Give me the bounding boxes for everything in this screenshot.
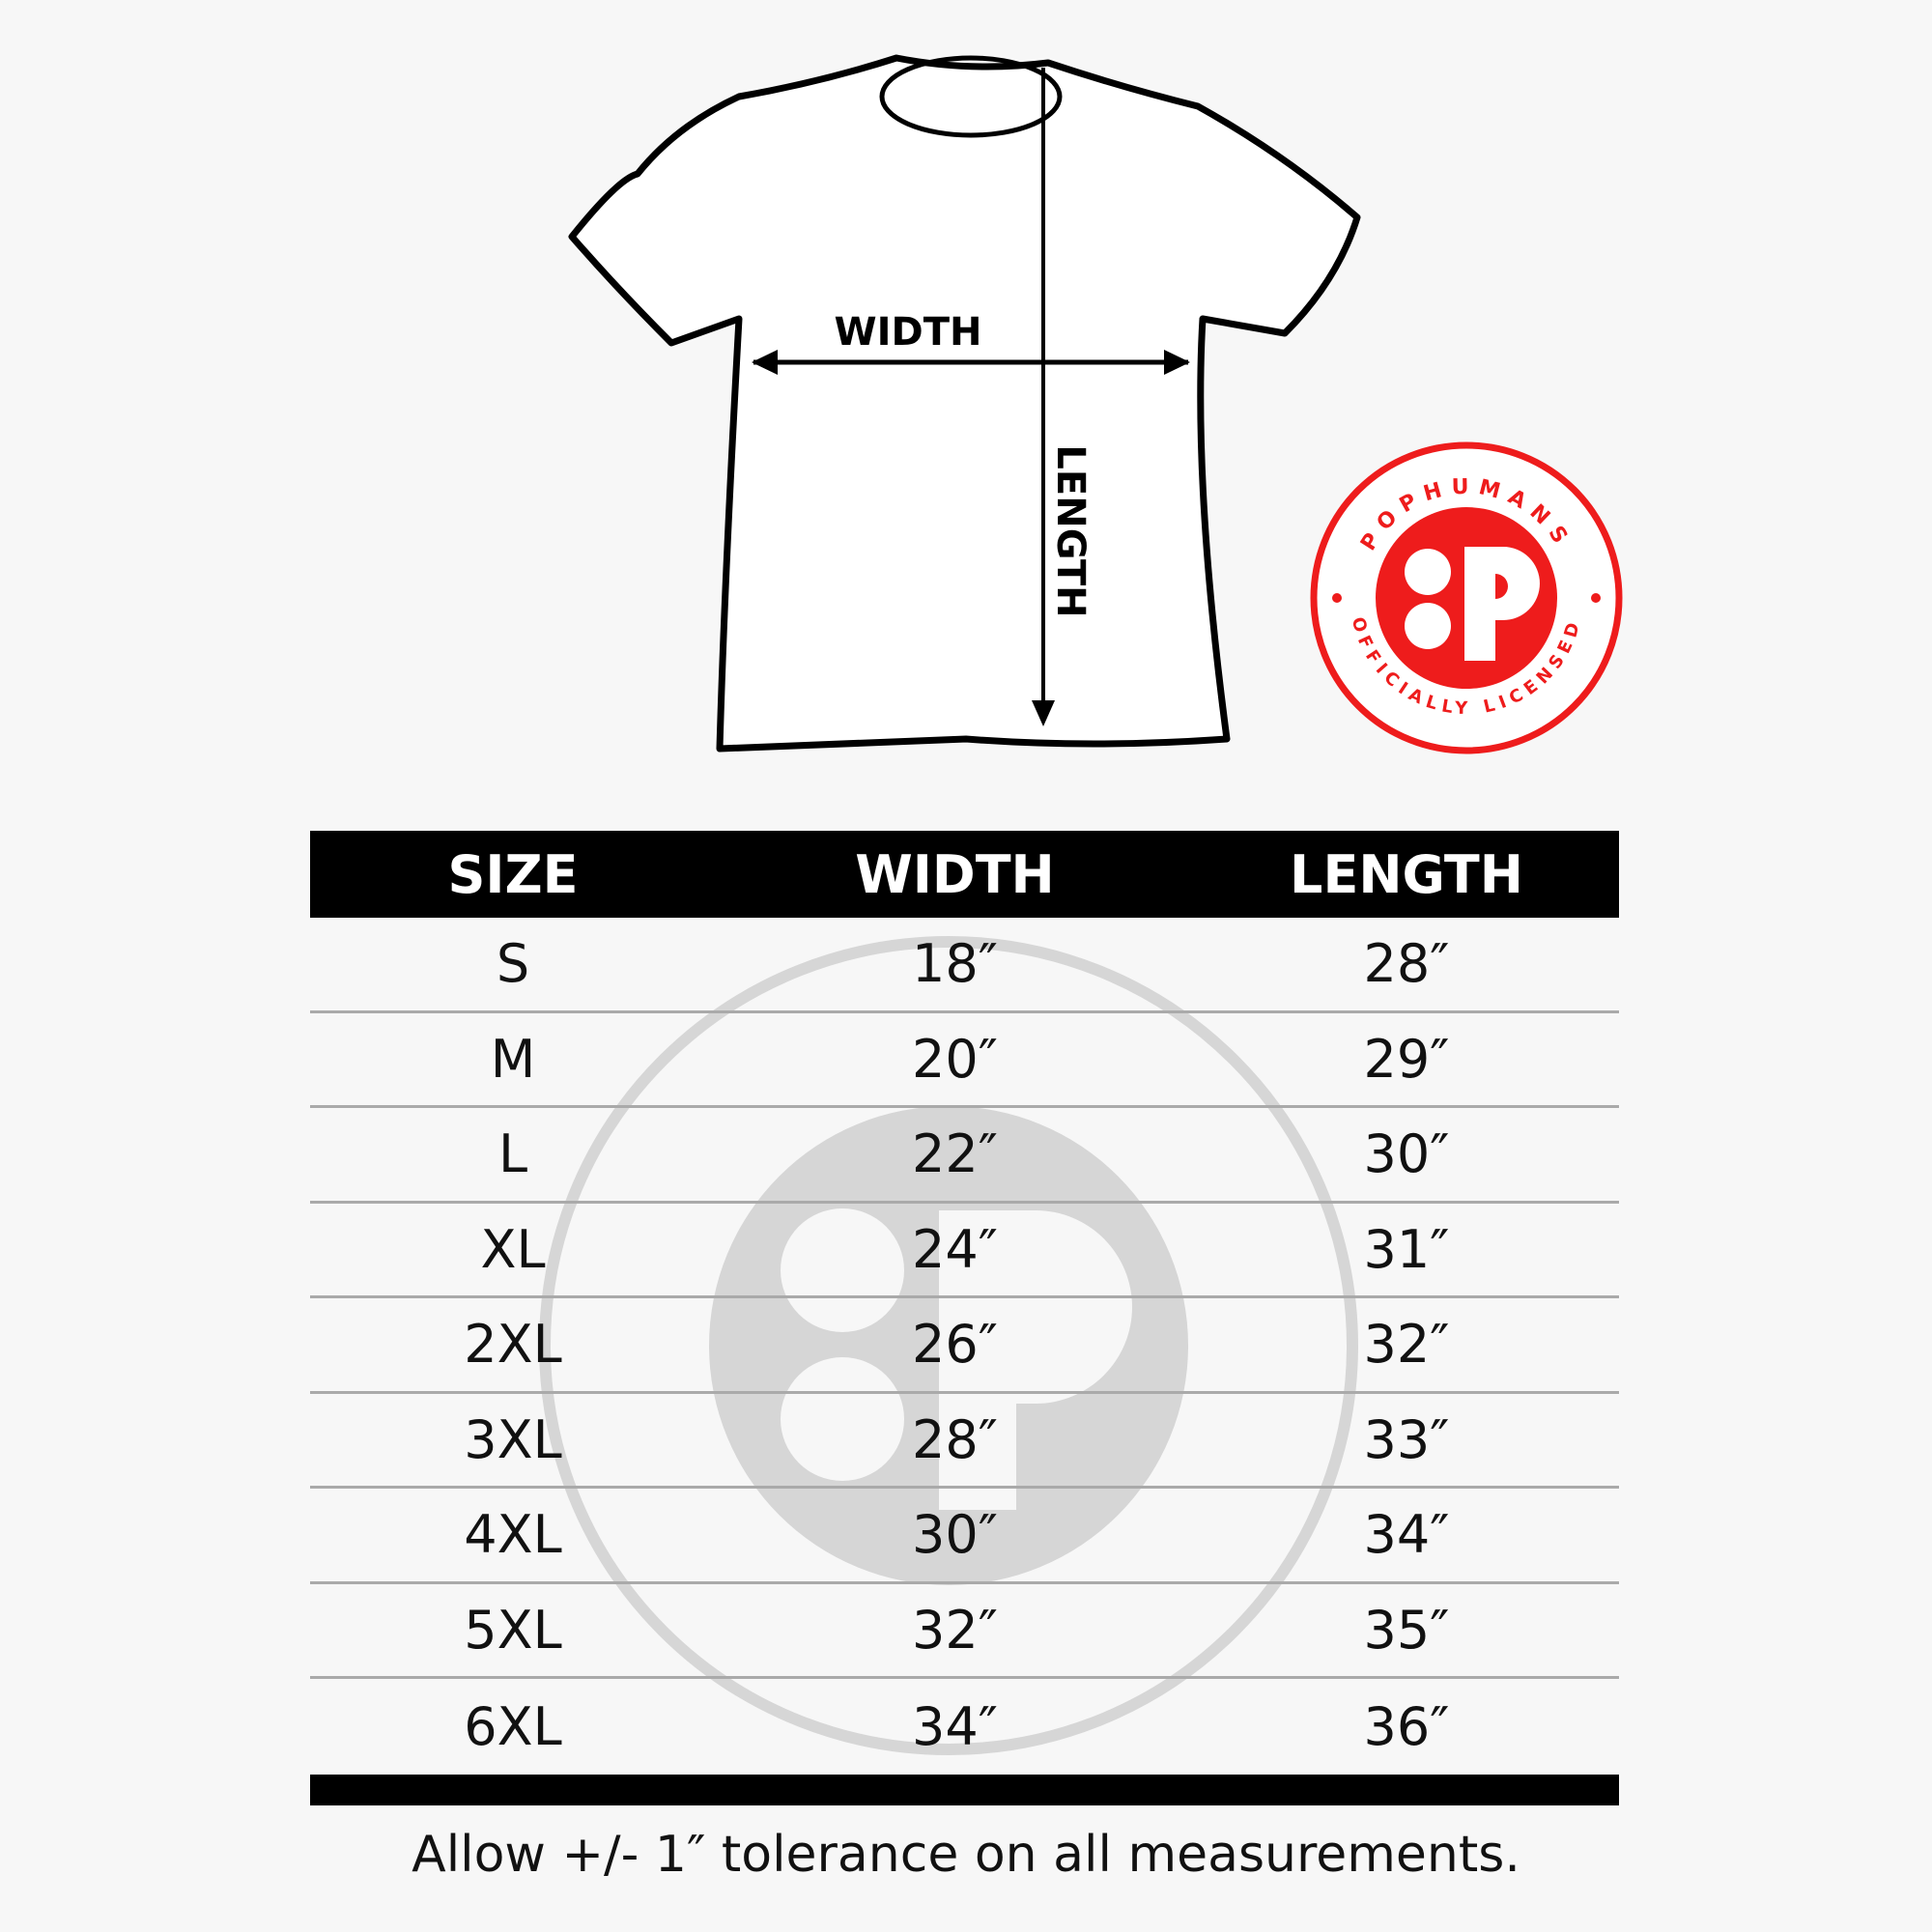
cell-size: 5XL xyxy=(464,1599,562,1661)
size-chart-table: SIZE WIDTH LENGTH S 18″ 28″ M 20″ 29″ L 22″ 30″ X… xyxy=(310,831,1619,1775)
cell-size: S xyxy=(496,933,530,995)
table-row: S 18″ 28″ xyxy=(310,918,1619,1013)
table-row: 4XL 30″ 34″ xyxy=(310,1489,1619,1584)
cell-length: 30″ xyxy=(1363,1123,1450,1185)
length-label: LENGTH xyxy=(1048,444,1093,617)
cell-width: 32″ xyxy=(912,1599,998,1661)
table-row: M 20″ 29″ xyxy=(310,1013,1619,1108)
cell-length: 34″ xyxy=(1363,1504,1450,1566)
cell-size: 6XL xyxy=(464,1695,562,1757)
cell-width: 22″ xyxy=(912,1123,998,1185)
cell-size: M xyxy=(490,1028,536,1090)
header-length: LENGTH xyxy=(1290,843,1523,905)
table-bottom-bar xyxy=(310,1775,1619,1805)
table-row: 3XL 28″ 33″ xyxy=(310,1394,1619,1489)
cell-size: XL xyxy=(480,1218,546,1280)
cell-length: 35″ xyxy=(1363,1599,1450,1661)
tshirt-diagram: WIDTH LENGTH xyxy=(568,54,1361,753)
collar xyxy=(879,55,1063,138)
cell-size: 4XL xyxy=(464,1504,562,1566)
table-row: 6XL 34″ 36″ xyxy=(310,1679,1619,1775)
cell-length: 31″ xyxy=(1363,1218,1450,1280)
cell-width: 28″ xyxy=(912,1408,998,1470)
header-size: SIZE xyxy=(447,843,579,905)
cell-width: 26″ xyxy=(912,1314,998,1376)
cell-length: 29″ xyxy=(1363,1028,1450,1090)
cell-size: 3XL xyxy=(464,1408,562,1470)
cell-size: L xyxy=(497,1123,528,1185)
cell-length: 28″ xyxy=(1363,933,1450,995)
cell-length: 36″ xyxy=(1363,1695,1450,1757)
cell-width: 30″ xyxy=(912,1504,998,1566)
cell-width: 18″ xyxy=(912,933,998,995)
cell-width: 34″ xyxy=(912,1695,998,1757)
cell-size: 2XL xyxy=(464,1314,562,1376)
width-label: WIDTH xyxy=(835,310,982,355)
tshirt-outline xyxy=(568,54,1361,753)
cell-width: 20″ xyxy=(912,1028,998,1090)
table-header: SIZE WIDTH LENGTH xyxy=(310,831,1619,918)
cell-length: 33″ xyxy=(1363,1408,1450,1470)
header-width: WIDTH xyxy=(855,843,1055,905)
tolerance-note: Allow +/- 1″ tolerance on all measuremen… xyxy=(412,1826,1520,1884)
table-row: 5XL 32″ 35″ xyxy=(310,1584,1619,1679)
table-row: L 22″ 30″ xyxy=(310,1108,1619,1204)
pophumans-logo: POPHUMANS OFFICIALLY LICENSED xyxy=(1310,441,1623,754)
cell-width: 24″ xyxy=(912,1218,998,1280)
cell-length: 32″ xyxy=(1363,1314,1450,1376)
table-row: XL 24″ 31″ xyxy=(310,1204,1619,1298)
table-row: 2XL 26″ 32″ xyxy=(310,1298,1619,1394)
